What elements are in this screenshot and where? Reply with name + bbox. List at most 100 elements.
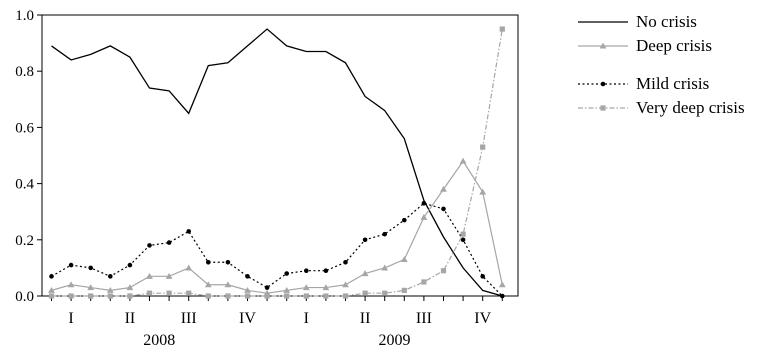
data-point [108,274,113,279]
data-point [185,264,193,271]
plot-frame [41,14,519,297]
data-point [126,284,134,291]
x-quarter-label: III [416,310,432,327]
data-point [460,237,466,243]
legend-item: Very deep crisis [578,98,745,117]
data-point [441,206,446,212]
data-point [146,290,153,296]
data-point [381,264,389,271]
series-no-crisis [51,28,503,297]
y-tick-label: 0.4 [15,177,34,193]
legend-marker [599,42,607,49]
data-point [225,259,231,265]
data-point [68,293,74,299]
data-point [420,213,428,220]
data-point [323,268,329,274]
x-year-label: 2009 [379,332,411,349]
y-tick-label: 0.0 [15,289,34,305]
data-point [421,200,427,206]
data-point [440,185,447,192]
data-point [88,265,93,271]
series-very-deep-crisis [48,26,505,299]
data-point [498,281,506,288]
series-line [51,160,503,294]
x-quarter-label: IV [474,310,491,327]
legend-marker [600,81,606,87]
data-point [106,286,114,293]
series-line [51,28,503,297]
legend-label: Deep crisis [636,36,712,55]
data-point [204,281,212,288]
data-point [479,188,487,195]
data-point [264,285,270,290]
legend: No crisis Deep crisis Mild crisis Very deep… [578,12,745,117]
data-point [146,272,153,279]
data-point [304,268,309,274]
data-point [48,286,55,293]
series-line [51,202,503,297]
data-point [402,217,407,223]
data-point [500,293,505,299]
y-tick-label: 1.0 [15,8,34,24]
x-quarter-label: I [68,310,73,327]
data-point [342,293,349,299]
series-deep-crisis [48,157,506,296]
legend-marker [600,105,606,111]
x-quarter-label: IV [239,310,256,327]
data-point [382,231,388,237]
series-line [51,28,503,297]
y-tick-label: 0.6 [15,120,34,136]
data-point [245,274,250,279]
data-point [284,271,290,276]
data-point [244,286,251,293]
data-point [186,290,192,296]
data-point [206,259,211,265]
data-point [460,231,466,237]
data-point [49,274,54,279]
data-point [127,262,133,268]
x-quarter-label: III [181,310,197,327]
data-point [362,237,368,243]
data-point [480,274,486,279]
data-point [225,293,231,299]
data-point [480,144,486,150]
data-point [459,157,467,164]
legend-item: Deep crisis [578,36,712,55]
data-point [88,293,94,299]
data-point [107,293,113,299]
data-point [499,26,505,32]
data-point [323,293,329,299]
x-year-label: 2008 [143,332,175,349]
y-tick-label: 0.2 [15,233,34,249]
data-point [87,284,95,291]
series-mild-crisis [49,200,505,299]
data-point [342,281,349,288]
data-point [343,259,348,265]
legend-item: Mild crisis [578,74,709,93]
data-point [284,293,290,299]
legend-label: Mild crisis [636,74,709,93]
data-point [244,293,251,299]
data-point [362,290,368,296]
data-point [68,262,74,268]
x-quarter-label: I [304,310,309,327]
data-point [302,284,310,291]
data-point [186,229,191,234]
y-tick-label: 0.8 [15,64,34,80]
data-point [165,272,173,279]
data-point [303,293,309,299]
data-point [440,268,447,274]
data-point [382,290,388,296]
data-point [166,240,172,245]
data-point [147,243,152,248]
series-layer [48,26,506,299]
data-point [322,284,330,291]
legend-label: Very deep crisis [636,98,745,117]
data-point [67,281,75,288]
data-point [283,286,291,293]
data-point [361,270,369,277]
data-point [400,256,408,263]
data-point [264,293,270,299]
